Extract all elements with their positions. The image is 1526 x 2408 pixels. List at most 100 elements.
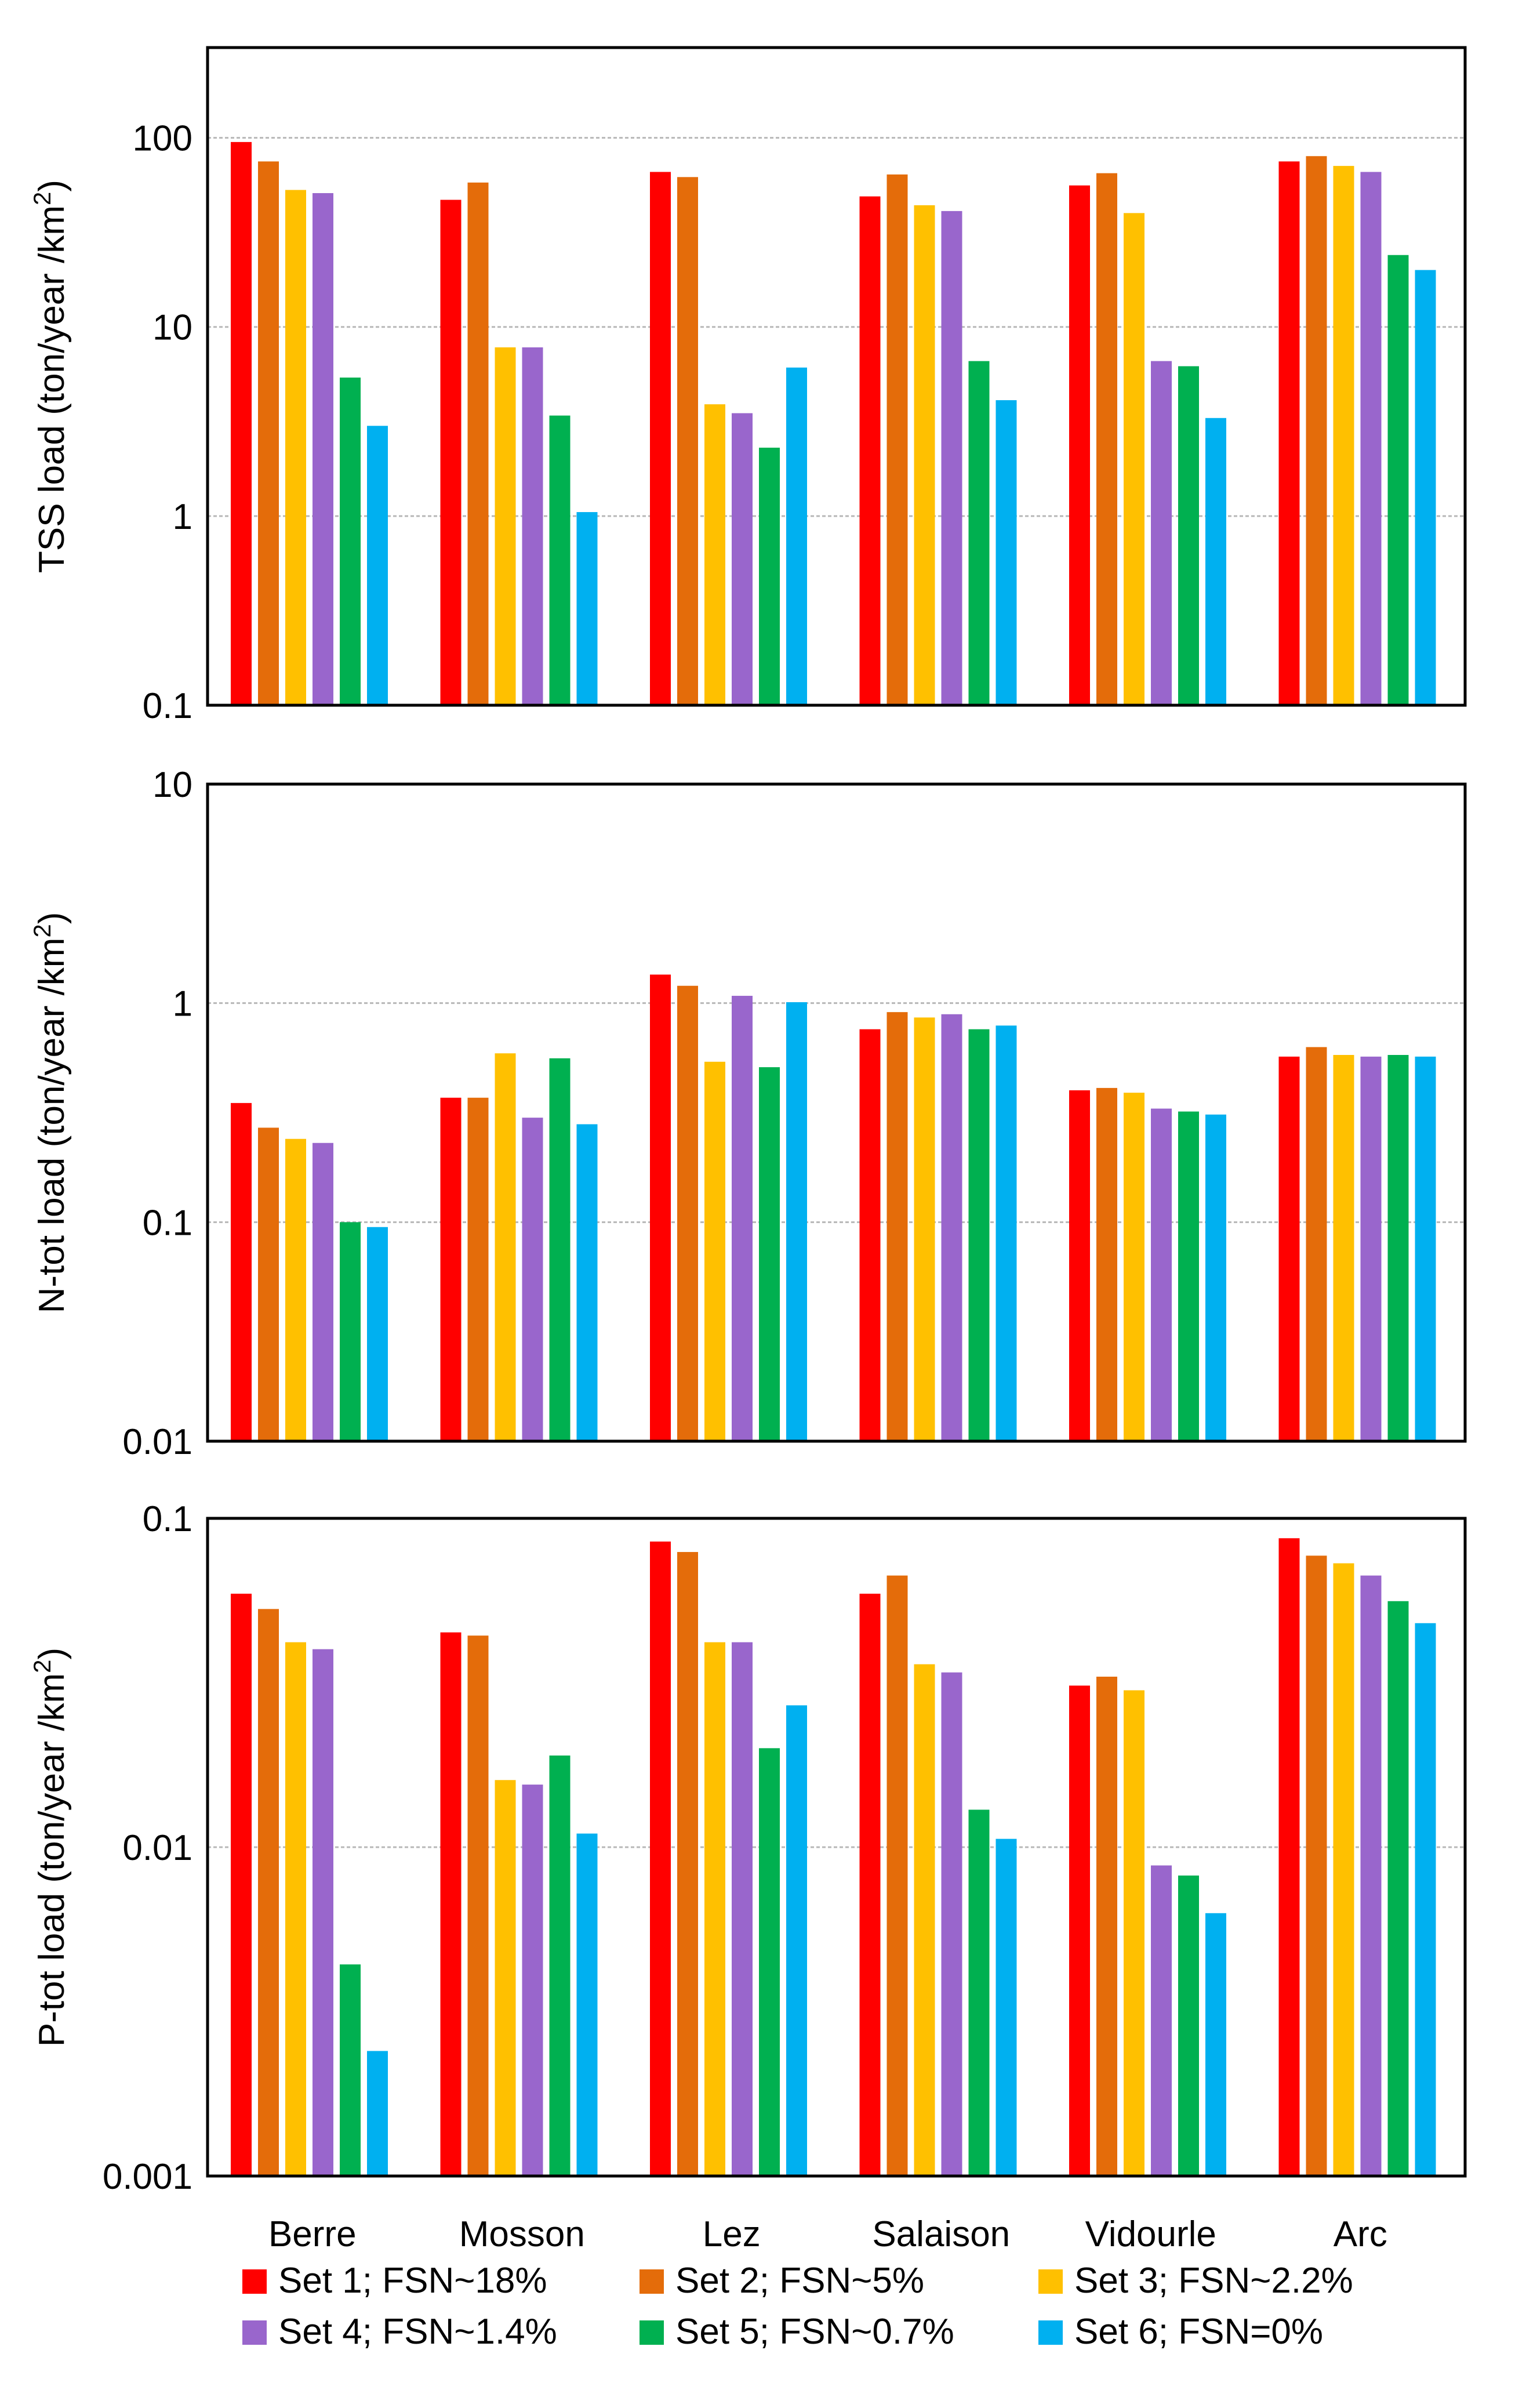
bar-salaison-set2 bbox=[886, 174, 908, 706]
bar-lez-set4 bbox=[732, 1642, 753, 2176]
bar-berre-set4 bbox=[313, 193, 333, 706]
bar-berre-set5 bbox=[340, 1964, 361, 2176]
y-tick-label: 1 bbox=[173, 984, 192, 1024]
tss-y-axis-label: TSS load (ton/year /km2) bbox=[28, 180, 72, 573]
ntot-bars bbox=[231, 974, 1436, 1441]
bar-vidourle-set1 bbox=[1069, 1685, 1090, 2176]
bar-salaison-set4 bbox=[941, 1014, 962, 1441]
bar-mosson-set4 bbox=[522, 1118, 543, 1441]
legend-item-set1: Set 1; FSN~18% bbox=[242, 2261, 547, 2301]
bar-arc-set2 bbox=[1306, 1047, 1327, 1441]
bar-vidourle-set5 bbox=[1178, 1875, 1199, 2176]
bar-salaison-set5 bbox=[968, 1029, 990, 1441]
ntot-y-axis-label: N-tot load (ton/year /km2) bbox=[28, 912, 72, 1314]
legend-item-set3: Set 3; FSN~2.2% bbox=[1038, 2261, 1353, 2301]
bar-salaison-set4 bbox=[941, 1672, 962, 2176]
bar-mosson-set6 bbox=[576, 512, 598, 705]
bar-berre-set6 bbox=[367, 1227, 388, 1441]
bar-vidourle-set3 bbox=[1124, 1093, 1144, 1441]
tss-panel: 0.1 1 10 100 TSS load (ton/year /km2) bbox=[28, 46, 1467, 726]
y-tick-label: 10 bbox=[152, 765, 192, 805]
bar-arc-set4 bbox=[1360, 1056, 1382, 1441]
bar-lez-set2 bbox=[677, 177, 698, 705]
y-tick-label: 0.1 bbox=[143, 686, 192, 726]
ptot-y-axis-label: P-tot load (ton/year /km2) bbox=[28, 1648, 72, 2047]
bar-vidourle-set6 bbox=[1205, 1913, 1226, 2176]
bar-berre-set2 bbox=[258, 161, 279, 705]
legend-item-set4: Set 4; FSN~1.4% bbox=[242, 2312, 557, 2352]
bar-salaison-set6 bbox=[995, 1838, 1017, 2176]
tss-bars bbox=[231, 142, 1436, 706]
bar-berre-set3 bbox=[285, 1138, 306, 1441]
bar-mosson-set5 bbox=[549, 1058, 571, 1441]
bar-vidourle-set4 bbox=[1151, 361, 1172, 705]
bar-salaison-set1 bbox=[859, 196, 881, 705]
category-label-arc: Arc bbox=[1334, 2214, 1387, 2254]
bar-vidourle-set4 bbox=[1151, 1865, 1172, 2176]
category-label-mosson: Mosson bbox=[459, 2214, 585, 2254]
bar-vidourle-set3 bbox=[1124, 213, 1144, 705]
bar-arc-set1 bbox=[1278, 1538, 1300, 2176]
bar-arc-set4 bbox=[1360, 172, 1382, 705]
bar-berre-set3 bbox=[285, 1642, 306, 2176]
legend-item-set6: Set 6; FSN=0% bbox=[1038, 2312, 1323, 2352]
bar-mosson-set1 bbox=[440, 1632, 462, 2176]
legend-swatch-set5 bbox=[640, 2320, 664, 2345]
bar-lez-set1 bbox=[650, 1542, 671, 2176]
bar-vidourle-set6 bbox=[1205, 418, 1226, 705]
bar-mosson-set1 bbox=[440, 1097, 462, 1441]
category-label-berre: Berre bbox=[268, 2214, 357, 2254]
y-tick-label: 0.001 bbox=[103, 2157, 192, 2197]
legend-item-set5: Set 5; FSN~0.7% bbox=[640, 2312, 954, 2352]
bar-arc-set2 bbox=[1306, 1555, 1327, 2176]
bar-salaison-set4 bbox=[941, 211, 962, 706]
bar-lez-set2 bbox=[677, 985, 698, 1441]
y-tick-label: 10 bbox=[152, 308, 192, 348]
bar-arc-set3 bbox=[1333, 166, 1354, 705]
bar-arc-set5 bbox=[1387, 255, 1409, 705]
bar-arc-set1 bbox=[1278, 161, 1300, 705]
legend-swatch-set3 bbox=[1038, 2269, 1063, 2294]
category-label-lez: Lez bbox=[703, 2214, 761, 2254]
bar-vidourle-set2 bbox=[1096, 1087, 1117, 1441]
bar-lez-set1 bbox=[650, 974, 671, 1441]
legend-swatch-set6 bbox=[1038, 2320, 1063, 2345]
bar-berre-set2 bbox=[258, 1127, 279, 1441]
bar-lez-set3 bbox=[704, 404, 725, 705]
bar-berre-set4 bbox=[313, 1649, 333, 2176]
bar-mosson-set6 bbox=[576, 1833, 598, 2176]
ptot-panel: 0.001 0.01 0.1 P-tot load (ton/year /km2) bbox=[28, 1499, 1467, 2197]
legend: Set 1; FSN~18% Set 2; FSN~5% Set 3; FSN~… bbox=[242, 2261, 1353, 2352]
bar-salaison-set3 bbox=[914, 1017, 935, 1441]
bar-vidourle-set1 bbox=[1069, 1090, 1090, 1441]
bar-lez-set5 bbox=[759, 447, 780, 705]
bar-lez-set6 bbox=[786, 367, 807, 705]
bar-arc-set6 bbox=[1415, 1056, 1436, 1441]
y-tick-label: 0.01 bbox=[122, 1422, 192, 1462]
ptot-bars bbox=[231, 1538, 1436, 2176]
bar-mosson-set2 bbox=[467, 1097, 489, 1441]
ptot-y-ticks: 0.001 0.01 0.1 bbox=[103, 1499, 192, 2197]
bar-vidourle-set2 bbox=[1096, 173, 1117, 705]
bar-mosson-set1 bbox=[440, 200, 462, 705]
bar-mosson-set5 bbox=[549, 1755, 571, 2176]
bar-arc-set1 bbox=[1278, 1056, 1300, 1441]
y-tick-label: 0.01 bbox=[122, 1828, 192, 1868]
bar-lez-set3 bbox=[704, 1061, 725, 1441]
y-tick-label: 100 bbox=[133, 119, 192, 159]
legend-label-set1: Set 1; FSN~18% bbox=[278, 2261, 547, 2301]
bar-arc-set4 bbox=[1360, 1575, 1382, 2176]
bar-lez-set4 bbox=[732, 413, 753, 705]
bar-vidourle-set5 bbox=[1178, 1111, 1199, 1441]
bar-vidourle-set2 bbox=[1096, 1677, 1117, 2176]
ptot-plot-frame bbox=[206, 1517, 1467, 2178]
bar-arc-set3 bbox=[1333, 1055, 1354, 1441]
category-axis: Berre Mosson Lez Salaison Vidourle Arc bbox=[268, 2214, 1387, 2254]
bar-lez-set6 bbox=[786, 1705, 807, 2176]
bar-mosson-set3 bbox=[495, 1780, 516, 2176]
bar-berre-set1 bbox=[231, 1593, 252, 2176]
legend-swatch-set1 bbox=[242, 2269, 267, 2294]
bar-mosson-set3 bbox=[495, 1053, 516, 1441]
bar-berre-set6 bbox=[367, 2051, 388, 2176]
